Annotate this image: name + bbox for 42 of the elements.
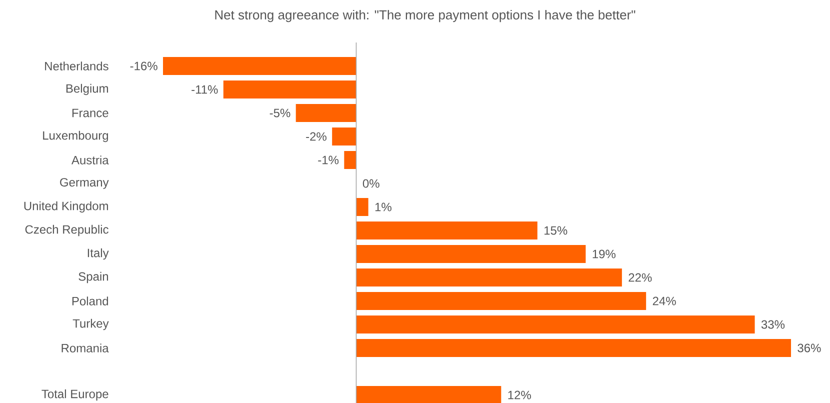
bar xyxy=(296,104,356,122)
y-tick-label: Luxembourg xyxy=(43,130,108,142)
data-label: 1% xyxy=(375,202,392,212)
chart-title: Net strong agreeance with: "The more payment options I have the better" xyxy=(215,10,636,22)
bar xyxy=(356,268,622,286)
data-label: -2% xyxy=(306,132,326,141)
y-tick-label: Total Europe xyxy=(42,389,108,401)
y-tick-label: Poland xyxy=(72,296,108,306)
bar xyxy=(163,57,356,75)
y-tick-label: Turkey xyxy=(72,318,109,330)
y-tick-label: Czech Republic xyxy=(25,224,108,236)
data-label: 24% xyxy=(652,296,676,306)
bar xyxy=(356,339,792,357)
y-tick-label: France xyxy=(72,108,108,118)
y-tick-label: Germany xyxy=(60,178,109,189)
data-label: 0% xyxy=(362,179,380,188)
data-label: -16% xyxy=(130,62,158,70)
data-label: 19% xyxy=(592,250,616,258)
data-label: -1% xyxy=(318,156,339,164)
data-label: -11% xyxy=(192,85,218,94)
data-label: 12% xyxy=(508,390,531,400)
y-tick-label: Austria xyxy=(71,156,109,164)
bar xyxy=(332,128,356,146)
y-tick-label: Spain xyxy=(78,272,108,284)
bar xyxy=(356,222,538,240)
data-label: 36% xyxy=(798,344,821,352)
data-label: -5% xyxy=(270,108,290,118)
bar xyxy=(356,245,586,263)
data-label: 15% xyxy=(544,226,568,235)
y-tick-label: United Kingdom xyxy=(24,201,108,213)
y-tick-label: Belgium xyxy=(66,84,108,96)
bar xyxy=(223,80,356,98)
bar xyxy=(356,386,502,403)
bar xyxy=(356,292,646,310)
bar xyxy=(356,316,755,334)
data-label: 33% xyxy=(761,320,785,329)
data-label: 22% xyxy=(628,273,652,282)
bar xyxy=(356,198,368,216)
y-tick-label: Romania xyxy=(62,344,109,352)
y-tick-label: Netherlands xyxy=(45,62,108,70)
y-tick-label: Italy xyxy=(88,248,109,260)
bar xyxy=(344,151,356,169)
